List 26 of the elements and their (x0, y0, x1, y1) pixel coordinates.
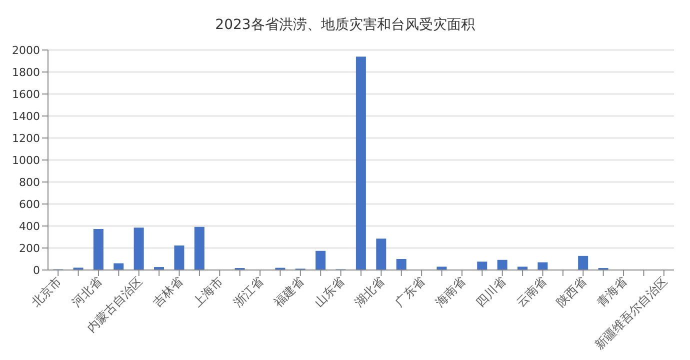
chart-title: 2023各省洪涝、地质灾害和台风受灾面积 (214, 16, 476, 35)
x-tick-label: 北京市 (28, 274, 64, 310)
y-tick-label: 1800 (12, 66, 40, 79)
x-tick-label: 云南省 (514, 274, 549, 310)
y-tick-label: 600 (19, 198, 40, 211)
y-tick-label: 1400 (12, 110, 40, 123)
x-tick-label: 陕西省 (554, 274, 590, 310)
y-tick-label: 1200 (12, 132, 40, 145)
x-tick-label: 四川省 (473, 274, 508, 310)
x-tick-label: 浙江省 (230, 274, 266, 310)
x-tick-label: 湖北省 (352, 274, 388, 310)
x-tick-label: 吉林省 (150, 274, 186, 310)
x-tick-label: 山东省 (312, 274, 347, 310)
x-tick-label: 青海省 (594, 274, 630, 310)
x-tick-label: 河北省 (69, 274, 105, 310)
y-tick-label: 200 (19, 242, 40, 255)
y-tick-label: 1600 (12, 88, 40, 101)
x-tick-label: 福建省 (271, 274, 307, 310)
y-tick-label: 400 (19, 220, 40, 233)
y-tick-label: 800 (19, 176, 40, 189)
y-tick-label: 2000 (12, 44, 40, 57)
x-tick-label: 海南省 (432, 274, 468, 310)
x-tick-label: 上海市 (190, 274, 226, 310)
x-tick-label: 广东省 (392, 274, 428, 310)
y-tick-label: 0 (33, 264, 40, 277)
y-tick-label: 1000 (12, 154, 40, 167)
